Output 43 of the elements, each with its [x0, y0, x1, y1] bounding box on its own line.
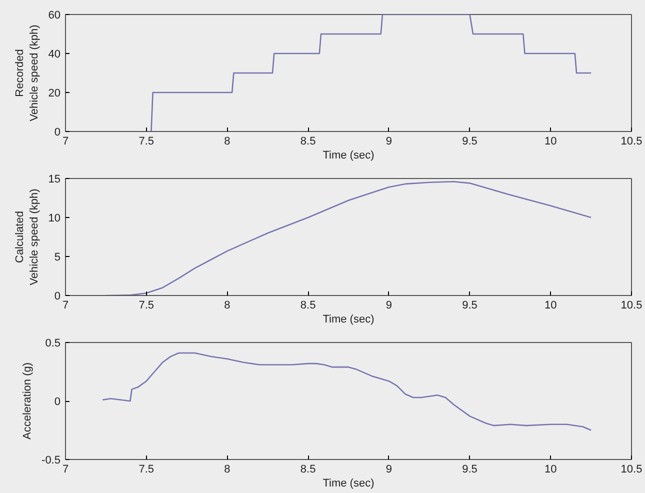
- y-tick-label: 0: [54, 126, 61, 138]
- x-tick-label: 7.5: [138, 300, 154, 312]
- x-tick-label: 8.5: [300, 464, 316, 476]
- x-axis-title: Time (sec): [322, 314, 374, 326]
- x-tick-label: 9.5: [462, 136, 478, 148]
- x-tick-label: 10: [544, 136, 557, 148]
- x-tick-label: 10.5: [620, 136, 642, 148]
- x-tick-label: 8: [224, 464, 230, 476]
- x-tick-label: 8: [224, 300, 230, 312]
- x-tick-label: 8.5: [300, 136, 316, 148]
- x-tick-label: 7.5: [138, 136, 154, 148]
- y-axis-title: Calculated Vehicle speed (kph): [14, 188, 40, 286]
- x-tick-label: 9: [386, 300, 392, 312]
- y-tick-label: 0: [54, 290, 61, 302]
- x-axis-title: Time (sec): [322, 478, 374, 490]
- y-tick-label: -0.5: [42, 454, 61, 466]
- y-tick-label: 10: [48, 212, 61, 224]
- y-tick-label: 15: [48, 174, 61, 186]
- x-tick-label: 10.5: [620, 464, 642, 476]
- y-tick-label: 5: [54, 252, 61, 264]
- x-tick-label: 7: [62, 136, 69, 148]
- x-tick-label: 10: [544, 464, 557, 476]
- x-tick-label: 9: [386, 136, 392, 148]
- y-axis-title: Acceleration (g): [22, 362, 34, 440]
- x-tick-label: 10.5: [620, 300, 642, 312]
- x-tick-label: 7.5: [138, 464, 154, 476]
- x-axis-title: Time (sec): [322, 150, 374, 162]
- x-tick-label: 8.5: [300, 300, 316, 312]
- x-tick-label: 8: [224, 136, 230, 148]
- x-tick-label: 9: [386, 464, 392, 476]
- x-tick-label: 9.5: [462, 300, 478, 312]
- y-tick-label: 40: [48, 48, 61, 60]
- x-tick-label: 7: [62, 300, 69, 312]
- y-tick-label: 60: [48, 10, 61, 22]
- x-tick-label: 10: [544, 300, 557, 312]
- line-series: [102, 352, 592, 431]
- x-tick-label: 9.5: [462, 464, 478, 476]
- line-series: [150, 14, 592, 132]
- x-tick-label: 7: [62, 464, 69, 476]
- y-tick-label: 20: [48, 88, 61, 100]
- y-tick-label: 0.5: [45, 338, 61, 350]
- y-tick-label: 0: [54, 396, 61, 408]
- y-axis-title: Recorded Vehicle speed (kph): [14, 24, 40, 122]
